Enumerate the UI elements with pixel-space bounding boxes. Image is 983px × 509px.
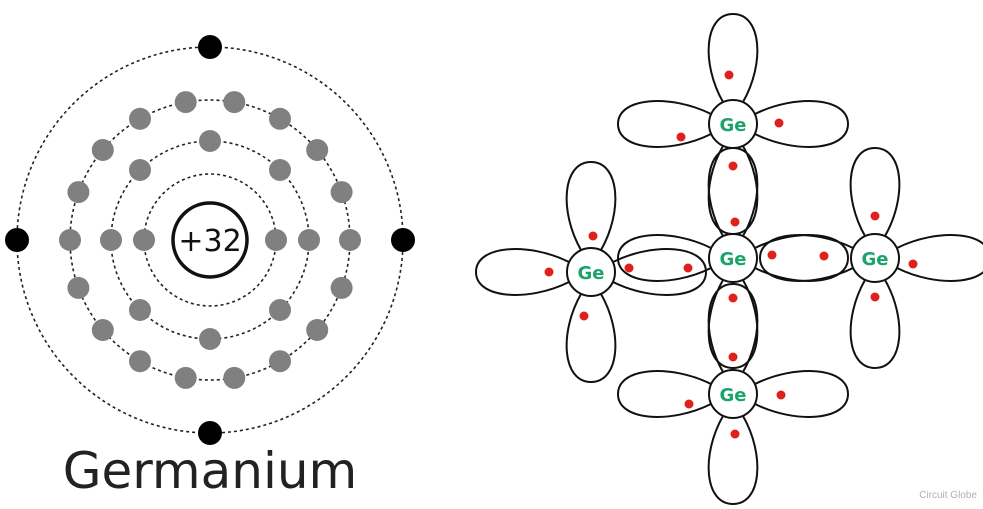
bond-lobe xyxy=(616,234,712,282)
germanium-atom-model: +32 xyxy=(5,35,415,445)
valence-electron-dot xyxy=(730,429,740,439)
element-title: Germanium xyxy=(62,442,358,500)
bond-lobe xyxy=(754,370,850,418)
valence-electron-dot xyxy=(676,132,686,142)
electron xyxy=(339,229,361,251)
electron xyxy=(298,229,320,251)
bond-lobe xyxy=(565,160,617,251)
watermark: Circuit Globe xyxy=(919,490,977,501)
valence-electron-dot xyxy=(819,251,829,261)
germanium-atom xyxy=(566,247,616,297)
electron xyxy=(67,276,90,299)
valence-electron-dot xyxy=(774,118,784,128)
valence-electron-dot xyxy=(728,352,738,362)
bond-lobe xyxy=(849,279,901,370)
bond-lobe xyxy=(616,370,712,418)
electron xyxy=(129,350,151,373)
valence-electron-dot xyxy=(579,311,589,321)
germanium-atom xyxy=(850,233,900,283)
electron xyxy=(129,159,151,181)
bond-lobe xyxy=(616,100,712,148)
valence-electron-dot xyxy=(776,390,786,400)
nucleus-charge-label: +32 xyxy=(178,224,241,259)
electron xyxy=(265,229,287,251)
germanium-atom xyxy=(708,99,758,149)
bond-lobe xyxy=(707,279,759,370)
electron xyxy=(223,91,246,114)
valence-electron-dot xyxy=(730,217,740,227)
electron xyxy=(91,139,114,161)
valence-electron-dot xyxy=(728,161,738,171)
bond-lobe xyxy=(707,282,759,373)
bond-lobe xyxy=(754,234,850,282)
valence-electron xyxy=(391,228,415,252)
electron xyxy=(67,181,90,204)
electron xyxy=(306,319,329,341)
valence-electron-dot xyxy=(624,263,634,273)
germanium-atom xyxy=(708,369,758,419)
electron xyxy=(174,366,197,389)
electron xyxy=(330,276,353,299)
bond-lobe xyxy=(474,248,570,296)
bond-lobe xyxy=(707,12,759,103)
electron xyxy=(129,299,151,321)
germanium-crystal-lattice: Ge Ge Ge Ge Ge xyxy=(474,12,983,506)
atom-label: Ge xyxy=(862,249,889,270)
bond-lobe xyxy=(849,146,901,237)
electron xyxy=(269,299,291,321)
electron xyxy=(306,139,329,161)
bond-lobe xyxy=(565,293,617,384)
electron xyxy=(269,350,291,373)
atom-label: Ge xyxy=(578,263,605,284)
bond-lobe xyxy=(896,234,983,282)
atom-label: Ge xyxy=(720,385,747,406)
valence-electron xyxy=(198,35,222,59)
electron xyxy=(223,366,246,389)
atom-label: Ge xyxy=(720,115,747,136)
valence-electron-dot xyxy=(588,231,598,241)
nucleus xyxy=(171,201,249,279)
electron xyxy=(330,181,353,204)
valence-electron-dot xyxy=(870,292,880,302)
bond-lobe xyxy=(754,100,850,148)
valence-electron xyxy=(198,421,222,445)
germanium-atom xyxy=(708,233,758,283)
valence-electron-dot xyxy=(767,250,777,260)
electron xyxy=(133,229,155,251)
electron xyxy=(100,229,122,251)
bond-lobe xyxy=(707,415,759,506)
electron xyxy=(174,91,197,114)
valence-electron-dot xyxy=(728,293,738,303)
electron xyxy=(269,159,291,181)
atom-label: Ge xyxy=(720,249,747,270)
valence-electron-dot xyxy=(724,70,734,80)
electron xyxy=(129,107,151,130)
bond-lobe xyxy=(758,234,854,282)
electron xyxy=(59,229,81,251)
valence-electron-dot xyxy=(908,259,918,269)
bond-lobe xyxy=(612,248,708,296)
electron xyxy=(91,319,114,341)
valence-electron-dot xyxy=(544,267,554,277)
valence-electron-dot xyxy=(684,399,694,409)
electron xyxy=(199,130,221,152)
electron xyxy=(269,107,291,130)
valence-electron xyxy=(5,228,29,252)
valence-electron-dot xyxy=(683,263,693,273)
electron xyxy=(199,328,221,350)
valence-electron-dot xyxy=(870,211,880,221)
